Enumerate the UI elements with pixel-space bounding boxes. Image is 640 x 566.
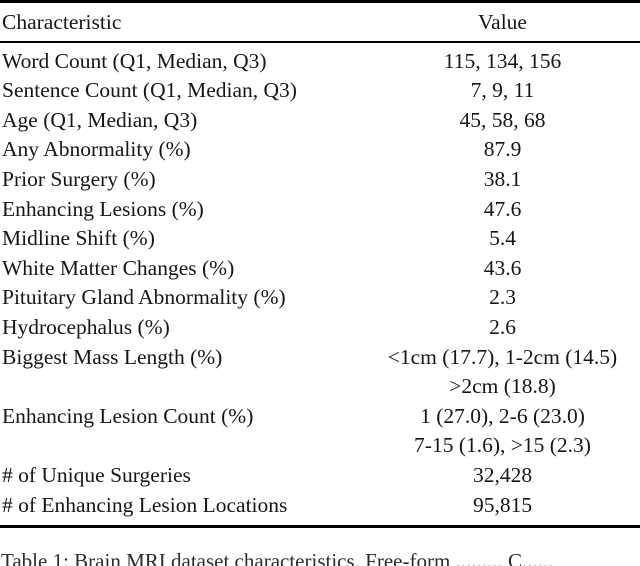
row-value: 43.6 <box>483 255 522 280</box>
table-row-sentence-count: Sentence Count (Q1, Median, Q3) 7, 9, 11 <box>0 76 640 106</box>
row-characteristic: Biggest Mass Length (%) <box>2 344 223 369</box>
row-characteristic: # of Unique Surgeries <box>2 462 191 487</box>
table-row-enhancing-lesion-count: Enhancing Lesion Count (%) 1 (27.0), 2-6… <box>0 402 640 461</box>
row-value: 2.6 <box>489 314 516 339</box>
row-value: 1 (27.0), 2-6 (23.0) 7-15 (1.6), >15 (2.… <box>414 403 591 458</box>
row-characteristic: Enhancing Lesions (%) <box>2 196 204 221</box>
table-row-age: Age (Q1, Median, Q3) 45, 58, 68 <box>0 106 640 136</box>
row-characteristic: Midline Shift (%) <box>2 226 155 251</box>
row-characteristic: Word Count (Q1, Median, Q3) <box>2 48 267 73</box>
table-row-unique-surgeries: # of Unique Surgeries 32,428 <box>0 461 640 491</box>
table-top-rule <box>0 0 640 3</box>
row-value: 45, 58, 68 <box>459 107 546 132</box>
row-value: 7, 9, 11 <box>470 78 535 103</box>
table-header-row: Characteristic Value <box>0 3 640 41</box>
row-characteristic: # of Enhancing Lesion Locations <box>2 492 288 517</box>
row-characteristic: Enhancing Lesion Count (%) <box>2 403 254 428</box>
table-row-midline-shift: Midline Shift (%) 5.4 <box>0 224 640 254</box>
row-value: <1cm (17.7), 1-2cm (14.5) >2cm (18.8) <box>387 344 618 399</box>
table-row-prior-surgery: Prior Surgery (%) 38.1 <box>0 165 640 195</box>
row-value: 47.6 <box>483 196 522 221</box>
table-row-biggest-mass-length: Biggest Mass Length (%) <1cm (17.7), 1-2… <box>0 343 640 402</box>
row-characteristic: Pituitary Gland Abnormality (%) <box>2 285 286 310</box>
row-characteristic: White Matter Changes (%) <box>2 255 235 280</box>
row-characteristic: Sentence Count (Q1, Median, Q3) <box>2 78 297 103</box>
column-header-characteristic: Characteristic <box>2 9 122 34</box>
table-row-any-abnormality: Any Abnormality (%) 87.9 <box>0 135 640 165</box>
table-row-word-count: Word Count (Q1, Median, Q3) 115, 134, 15… <box>0 47 640 77</box>
row-value: 2.3 <box>489 285 516 310</box>
row-characteristic: Age (Q1, Median, Q3) <box>2 107 198 132</box>
table-row-pituitary-gland-abnormality: Pituitary Gland Abnormality (%) 2.3 <box>0 283 640 313</box>
row-value: 95,815 <box>472 492 533 517</box>
row-value: 5.4 <box>489 226 516 251</box>
row-characteristic: Any Abnormality (%) <box>2 137 191 162</box>
table-mid-rule <box>0 41 640 43</box>
table-body: Word Count (Q1, Median, Q3) 115, 134, 15… <box>0 43 640 526</box>
table-row-hydrocephalus: Hydrocephalus (%) 2.6 <box>0 313 640 343</box>
table-row-enhancing-lesions: Enhancing Lesions (%) 47.6 <box>0 195 640 225</box>
table-row-enhancing-lesion-locations: # of Enhancing Lesion Locations 95,815 <box>0 491 640 521</box>
column-header-value: Value <box>478 9 527 34</box>
table-caption: Table 1: Brain MRI dataset characteristi… <box>1 549 554 566</box>
row-characteristic: Hydrocephalus (%) <box>2 314 170 339</box>
row-value: 115, 134, 156 <box>443 48 562 73</box>
table-bottom-rule <box>0 525 640 529</box>
row-characteristic: Prior Surgery (%) <box>2 166 156 191</box>
row-value: 32,428 <box>472 462 533 487</box>
row-value: 38.1 <box>483 166 522 191</box>
row-value: 87.9 <box>483 137 522 162</box>
table-row-white-matter-changes: White Matter Changes (%) 43.6 <box>0 254 640 284</box>
